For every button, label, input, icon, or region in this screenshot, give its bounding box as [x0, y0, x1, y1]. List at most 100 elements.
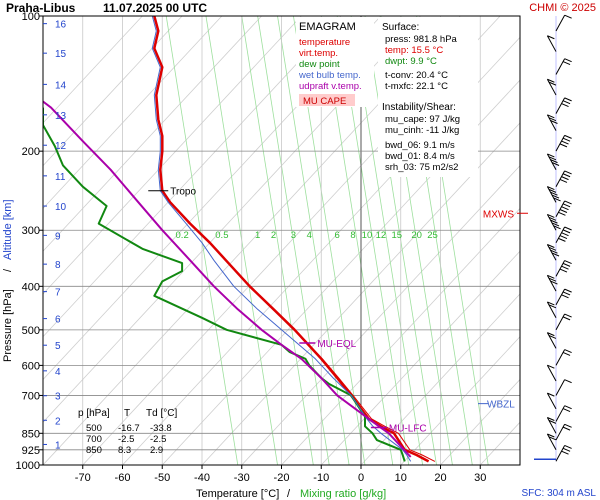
wind-barb-flag: [559, 143, 568, 148]
level-table-header-p: p [hPa]: [78, 408, 110, 419]
wind-barb: [546, 417, 557, 434]
wind-barb-flag: [562, 137, 571, 142]
wind-barb-flag: [548, 246, 557, 251]
altitude-tick-label: 12: [55, 141, 67, 152]
wind-barb-flag: [547, 186, 555, 190]
altitude-tick-label: 16: [55, 20, 67, 31]
wind-barb-flag: [548, 117, 557, 122]
series-wet-bulb-temp: [151, 16, 412, 462]
wind-barb-staff: [546, 301, 557, 319]
mixing-ratio-label: 25: [427, 230, 438, 241]
wind-barb-flag: [550, 249, 558, 254]
curves-layer: [43, 16, 436, 463]
wind-barb: [555, 200, 572, 218]
axis-layer: -70 -60 -50 -40 -30 -20 -10 0 10 20 30 100 200 300 400…: [16, 11, 521, 484]
wind-barb-flag: [548, 436, 557, 441]
wind-barb-flag: [550, 280, 558, 285]
wind-barb-flag: [562, 426, 571, 431]
wind-barb-staff: [546, 244, 557, 261]
wind-barb-flag: [564, 405, 572, 410]
mu-cape-value: mu_cape: 97 J/kg: [385, 114, 460, 125]
level-table-cell: 850: [86, 445, 102, 456]
x-tick-label: -60: [115, 472, 131, 484]
wind-barb-flag: [547, 153, 555, 158]
wind-barb-flag: [553, 197, 561, 202]
max-wind-label: MXWS: [483, 209, 514, 220]
dry-adiabat-line: [440, 378, 520, 465]
wind-barb-flag: [562, 203, 571, 208]
wind-barb-flag: [562, 262, 571, 267]
level-table-cell: 500: [86, 423, 102, 434]
grid-layer: [43, 16, 520, 465]
pressure-tick-label: 700: [22, 390, 40, 402]
wind-barb: [546, 153, 560, 170]
wind-barb-flag: [564, 349, 572, 354]
mixing-ratio-label: 3: [291, 230, 296, 241]
series-virt-temp: [153, 16, 436, 462]
dry-adiabat-line: [201, 122, 520, 465]
wind-barb-flag: [559, 178, 568, 183]
parcel-level-label: MU-LFC: [389, 423, 427, 434]
wind-barb-flag: [547, 274, 555, 279]
wind-barb-flag: [561, 232, 569, 237]
wind-barb: [555, 445, 572, 462]
level-table-cell: 2.9: [150, 445, 163, 456]
wind-barb-flag: [562, 408, 571, 412]
wind-barb: [546, 364, 557, 382]
altitude-tick-label: 2: [55, 416, 61, 427]
wind-barb-flag: [550, 120, 558, 124]
mixing-ratio-label: 4: [307, 230, 312, 241]
dry-adiabat-line: [161, 79, 520, 465]
altitude-tick-label: 5: [55, 341, 61, 352]
level-table-header-td: Td [°C]: [146, 408, 177, 419]
wind-barb: [555, 226, 572, 244]
wind-barb-staff: [546, 392, 557, 410]
wind-barb-flag: [562, 291, 571, 296]
wind-barb-flag: [561, 176, 569, 181]
wind-barb: [555, 349, 572, 366]
wind-barb: [546, 301, 557, 319]
surface-temperature: temp: 15.5 °C: [385, 45, 443, 56]
wind-barb: [555, 14, 572, 32]
wind-barb: [546, 186, 561, 203]
wind-barb: [555, 260, 572, 277]
wind-barb: [546, 274, 558, 292]
mixing-ratio-label: 6: [335, 230, 340, 241]
wind-barb-flag: [564, 445, 572, 449]
wind-barb-flag: [561, 103, 569, 108]
mixing-ratio-label: 8: [350, 230, 355, 241]
x-tick-label: 30: [474, 472, 486, 484]
wind-barb-staff: [546, 214, 557, 231]
wind-barb-flag: [558, 237, 566, 242]
wind-barb-flag: [547, 244, 555, 248]
wind-barb-flag: [548, 419, 557, 424]
mixing-ratio-line: [277, 16, 350, 465]
altitude-tick-label: 13: [55, 111, 67, 122]
wind-barb-flag: [561, 265, 569, 270]
level-table-cell: 700: [86, 434, 102, 445]
wind-barb-staff: [546, 153, 557, 170]
wind-barb-flag: [562, 100, 571, 105]
wind-barb-flag: [562, 316, 571, 321]
wind-barb-flag: [547, 213, 555, 218]
pressure-tick-label: 925: [22, 445, 40, 457]
wind-barb-flag: [547, 417, 555, 421]
mixing-ratio-label: 20: [411, 230, 422, 241]
altitude-tick-label: 4: [55, 367, 61, 378]
dry-adiabat-line: [43, 16, 342, 338]
dry-adiabat-line: [43, 16, 183, 167]
wind-barb-flag: [548, 216, 557, 221]
wind-barb: [555, 313, 572, 331]
wind-barb-flag: [561, 294, 569, 299]
wind-barb-flag: [564, 200, 572, 205]
wind-barb-flag: [548, 277, 557, 282]
wind-barb-flag: [550, 159, 558, 164]
mixing-ratio-label: 15: [391, 230, 402, 241]
x-tick-label: 10: [395, 472, 407, 484]
pressure-tick-label: 400: [22, 281, 40, 293]
wet-bulb-zero-label: WBZL: [487, 400, 515, 411]
wind-barb-flag: [564, 226, 572, 231]
y-axis-label: Pressure [hPa]: [2, 289, 14, 362]
x-tick-label: -30: [234, 472, 250, 484]
